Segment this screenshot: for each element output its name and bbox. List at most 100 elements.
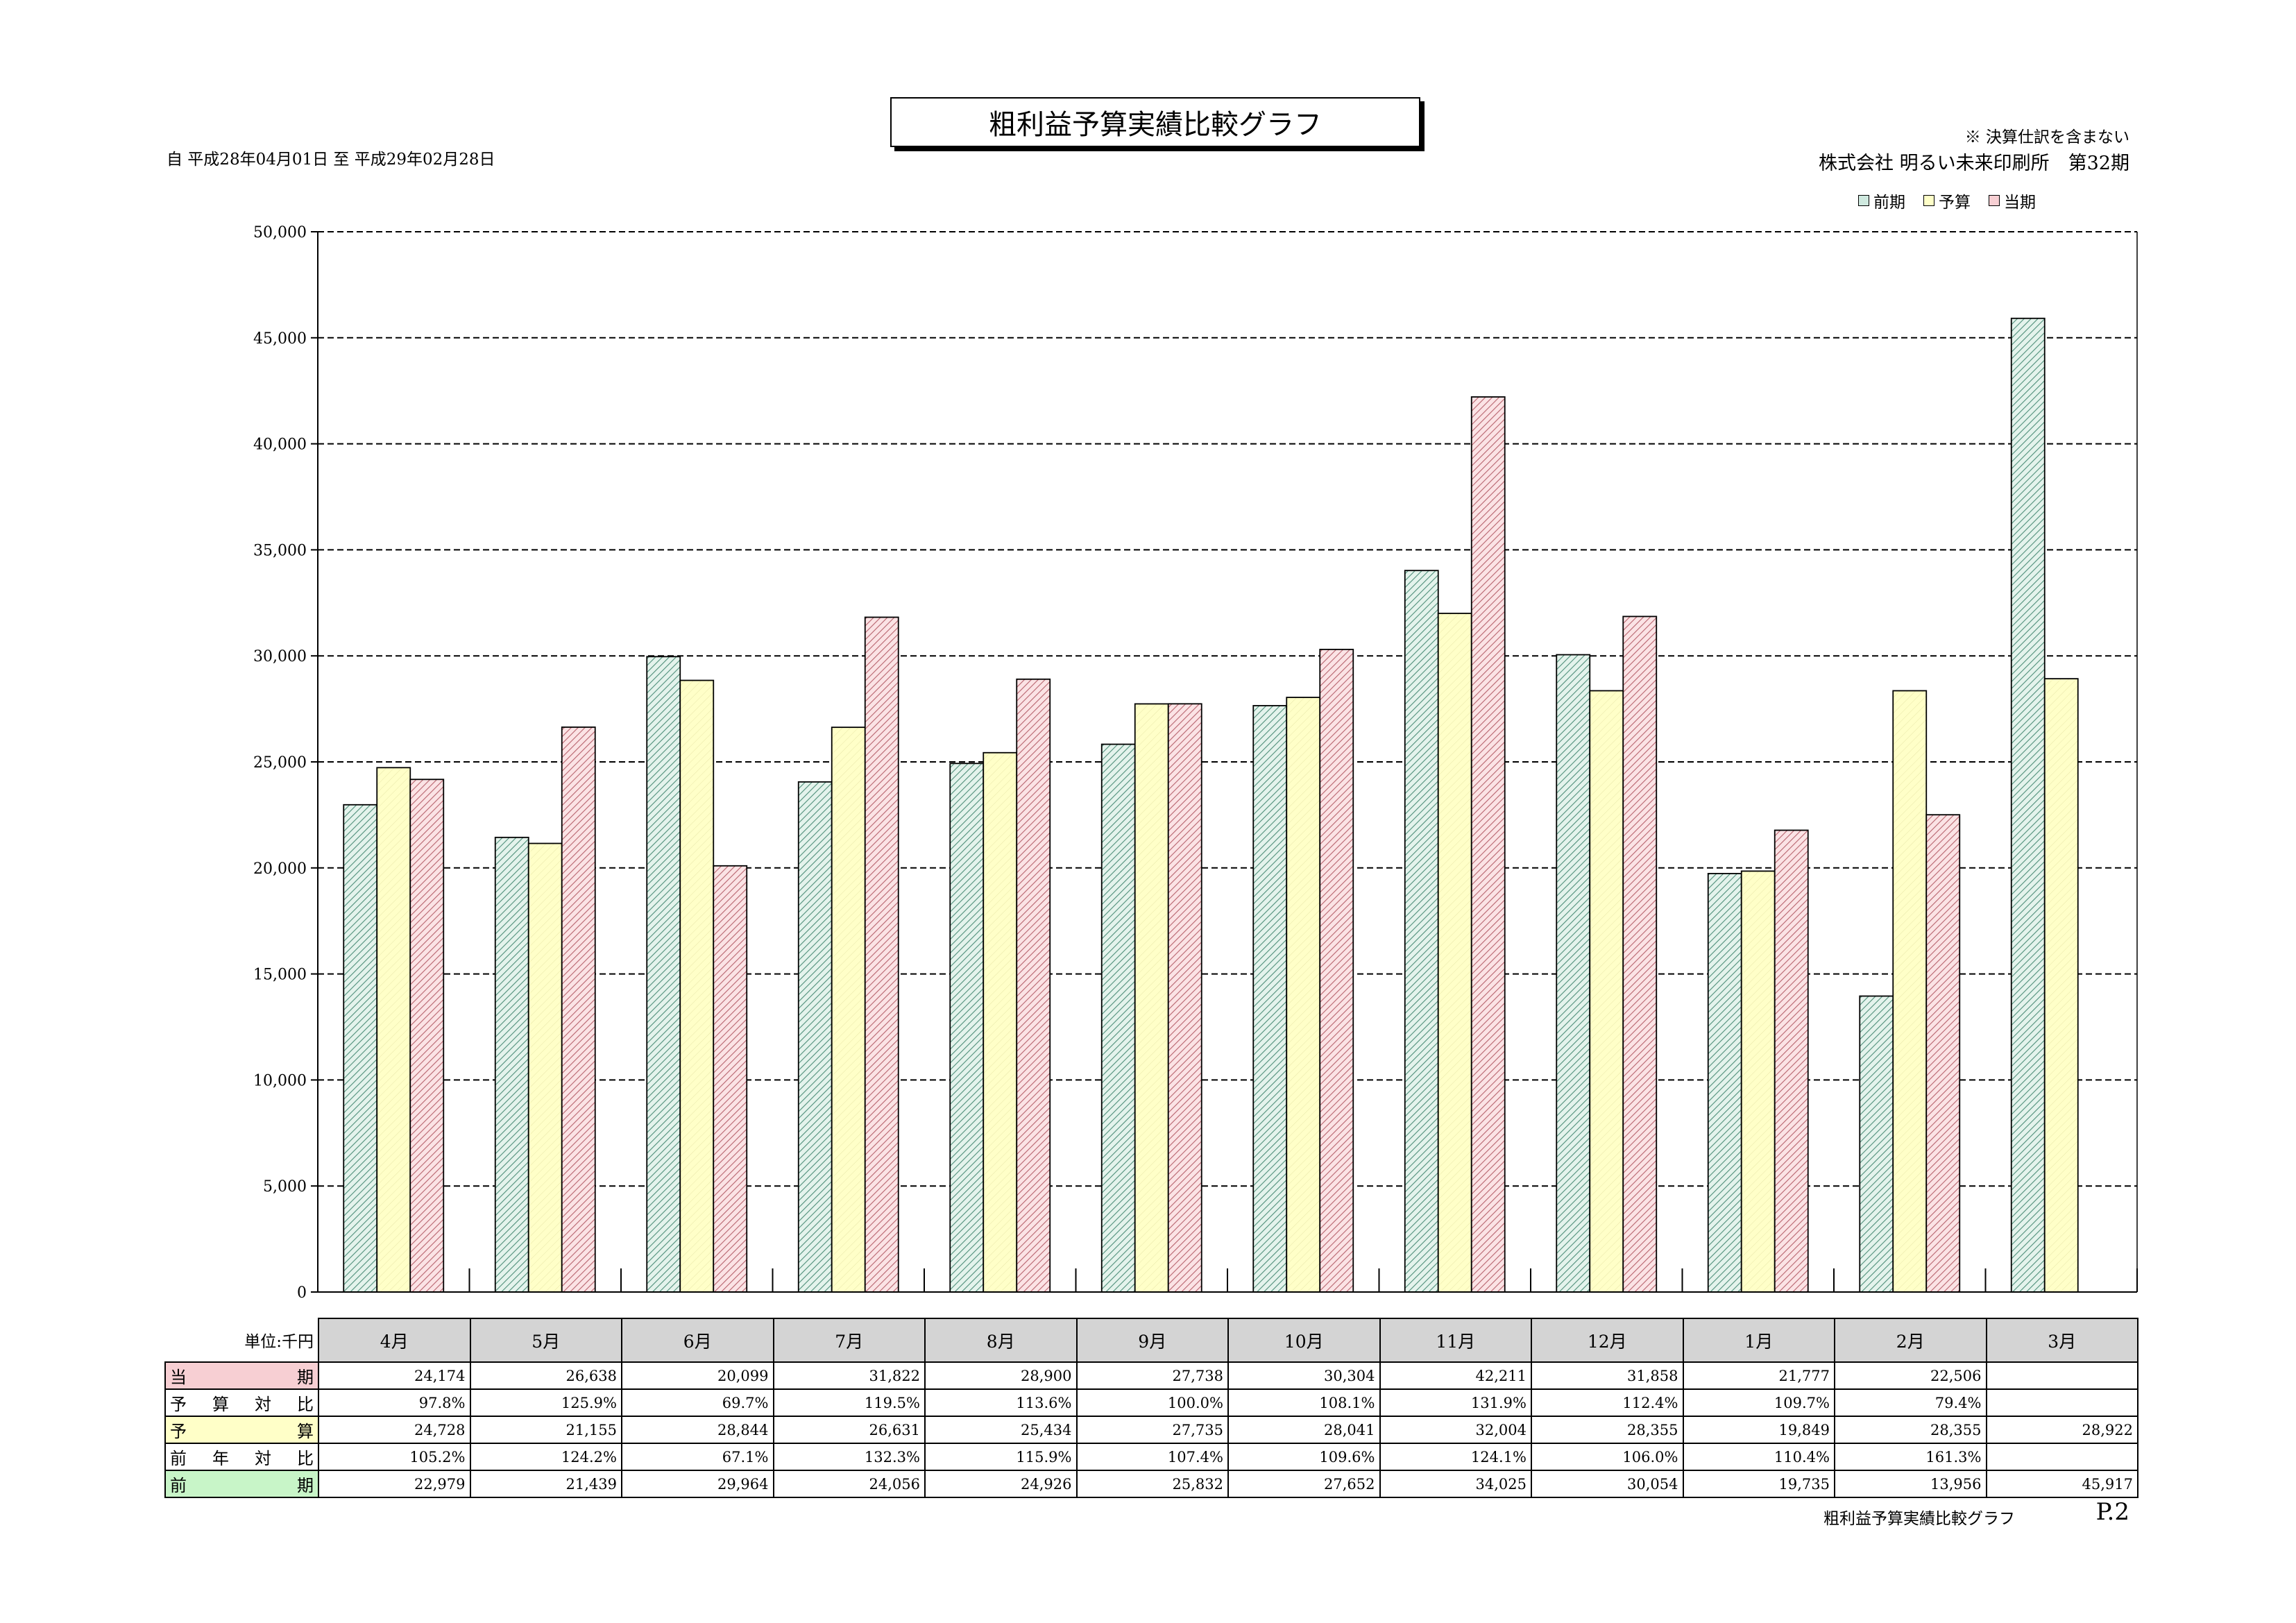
row-label: 当期 — [164, 1361, 319, 1390]
x-tick-label: 10月 — [1227, 1318, 1381, 1363]
data-table: 単位:千円 4月 5月 6月 7月 8月 9月 10月 11月 12月 1月 2月 3月 当期 24,174… — [164, 1318, 2138, 1498]
footer-title: 粗利益予算実績比較グラフ — [1823, 1510, 2015, 1528]
table-cell: 22,506 — [1834, 1361, 1987, 1390]
bar-prev — [1100, 743, 1136, 1293]
row-label: 予算 — [164, 1416, 319, 1444]
legend-swatch-budget — [1923, 195, 1934, 206]
table-cell: 22,979 — [318, 1470, 471, 1498]
table-cell: 110.4% — [1682, 1443, 1835, 1471]
table-cell: 119.5% — [772, 1388, 926, 1417]
bar-current — [1470, 396, 1506, 1293]
bar-prev — [1404, 570, 1439, 1293]
chart-legend: 前期 予算 当期 — [1858, 189, 2036, 212]
bar-budget — [831, 726, 866, 1293]
y-tick-label: 5,000 — [263, 1178, 307, 1196]
table-cell: 115.9% — [924, 1443, 1078, 1471]
bar-current — [561, 726, 596, 1293]
page-number: P.2 — [2095, 1498, 2129, 1526]
table-cell: 20,099 — [621, 1361, 774, 1390]
bar-current — [1622, 615, 1658, 1293]
bar-prev — [1859, 995, 1894, 1293]
exclusion-note: ※ 決算仕訳を含まない — [1964, 128, 2129, 146]
y-tick-label: 35,000 — [253, 542, 307, 559]
y-tick-label: 50,000 — [253, 224, 307, 241]
bar-budget — [679, 679, 715, 1293]
bar-prev — [1556, 654, 1591, 1293]
bar-prev — [2010, 317, 2046, 1293]
y-tick-label: 40,000 — [253, 436, 307, 454]
period-range: 自 平成28年04月01日 至 平成29年02月28日 — [167, 151, 495, 169]
legend-item-prev: 前期 — [1858, 189, 1905, 212]
bars — [343, 317, 2079, 1293]
table-cell: 67.1% — [621, 1443, 774, 1471]
table-row: 前年対比 105.2% 124.2% 67.1% 132.3% 115.9% 107.4% 1… — [164, 1443, 2138, 1471]
row-label: 前期 — [164, 1470, 319, 1498]
table-row: 当期 24,174 26,638 20,099 31,822 28,900 27,738 30… — [164, 1361, 2138, 1390]
y-tick-label: 30,000 — [253, 648, 307, 665]
y-tick-label: 45,000 — [253, 330, 307, 348]
x-tick-label: 5月 — [469, 1318, 622, 1363]
bar-budget — [376, 767, 411, 1293]
bar-budget — [1134, 703, 1169, 1293]
axes — [317, 232, 2138, 1293]
legend-item-current: 当期 — [1989, 189, 2036, 212]
bar-prev — [343, 804, 378, 1293]
unit-label: 単位:千円 — [165, 1318, 318, 1362]
table-cell: 30,054 — [1531, 1470, 1684, 1498]
table-cell: 24,174 — [318, 1361, 471, 1390]
table-cell: 29,964 — [621, 1470, 774, 1498]
bar-prev — [797, 781, 833, 1293]
table-cell: 34,025 — [1379, 1470, 1532, 1498]
x-tick-label: 6月 — [621, 1318, 774, 1363]
table-cell: 31,858 — [1531, 1361, 1684, 1390]
legend-item-budget: 予算 — [1923, 189, 1971, 212]
bar-current — [864, 616, 899, 1293]
x-tick-label: 3月 — [1985, 1318, 2138, 1363]
y-tick-label: 20,000 — [253, 860, 307, 878]
table-cell: 28,922 — [1985, 1416, 2138, 1444]
table-cell: 21,155 — [469, 1416, 622, 1444]
table-cell: 79.4% — [1834, 1388, 1987, 1417]
bar-current — [1016, 678, 1051, 1293]
table-cell: 31,822 — [772, 1361, 926, 1390]
table-cell: 24,926 — [924, 1470, 1078, 1498]
page-title-text: 粗利益予算実績比較グラフ — [989, 109, 1322, 141]
grid-lines — [318, 231, 2137, 1187]
table-cell: 13,956 — [1834, 1470, 1987, 1498]
table-cell: 25,832 — [1075, 1470, 1229, 1498]
bar-current — [1319, 649, 1354, 1293]
legend-label-current: 当期 — [2004, 194, 2036, 212]
table-cell: 109.7% — [1682, 1388, 1835, 1417]
table-cell: 112.4% — [1531, 1388, 1684, 1417]
legend-label-prev: 前期 — [1873, 194, 1905, 212]
bar-prev — [646, 656, 681, 1293]
table-header-row: 単位:千円 4月 5月 6月 7月 8月 9月 10月 11月 12月 1月 2月 3月 — [165, 1318, 2138, 1363]
table-cell: 125.9% — [469, 1388, 622, 1417]
table-cell: 105.2% — [318, 1443, 471, 1471]
bar-budget — [1286, 697, 1321, 1293]
table-cell: 45,917 — [1985, 1470, 2138, 1498]
table-cell: 131.9% — [1379, 1388, 1532, 1417]
table-cell: 32,004 — [1379, 1416, 1532, 1444]
bar-budget — [527, 842, 563, 1293]
x-tick-label: 9月 — [1075, 1318, 1229, 1363]
bar-current — [713, 865, 748, 1293]
bar-budget — [1740, 870, 1776, 1293]
bar-budget — [1589, 690, 1624, 1293]
legend-swatch-prev — [1858, 195, 1869, 206]
row-label: 前年対比 — [164, 1443, 319, 1471]
table-cell — [1985, 1361, 2138, 1390]
table-cell: 106.0% — [1531, 1443, 1684, 1471]
bar-current — [409, 779, 445, 1293]
y-axis-ticks: 0 5,000 10,000 15,000 20,000 25,000 30,000 35,0… — [253, 224, 318, 1302]
bar-budget — [983, 751, 1018, 1293]
bar-budget — [1892, 690, 1928, 1293]
row-label: 予算対比 — [164, 1388, 319, 1417]
x-tick-label: 1月 — [1682, 1318, 1835, 1363]
table-cell: 19,735 — [1682, 1470, 1835, 1498]
bar-budget — [2043, 678, 2079, 1293]
table-cell: 100.0% — [1075, 1388, 1229, 1417]
y-tick-label: 15,000 — [253, 967, 307, 984]
table-cell: 26,638 — [469, 1361, 622, 1390]
table-cell — [1985, 1388, 2138, 1417]
